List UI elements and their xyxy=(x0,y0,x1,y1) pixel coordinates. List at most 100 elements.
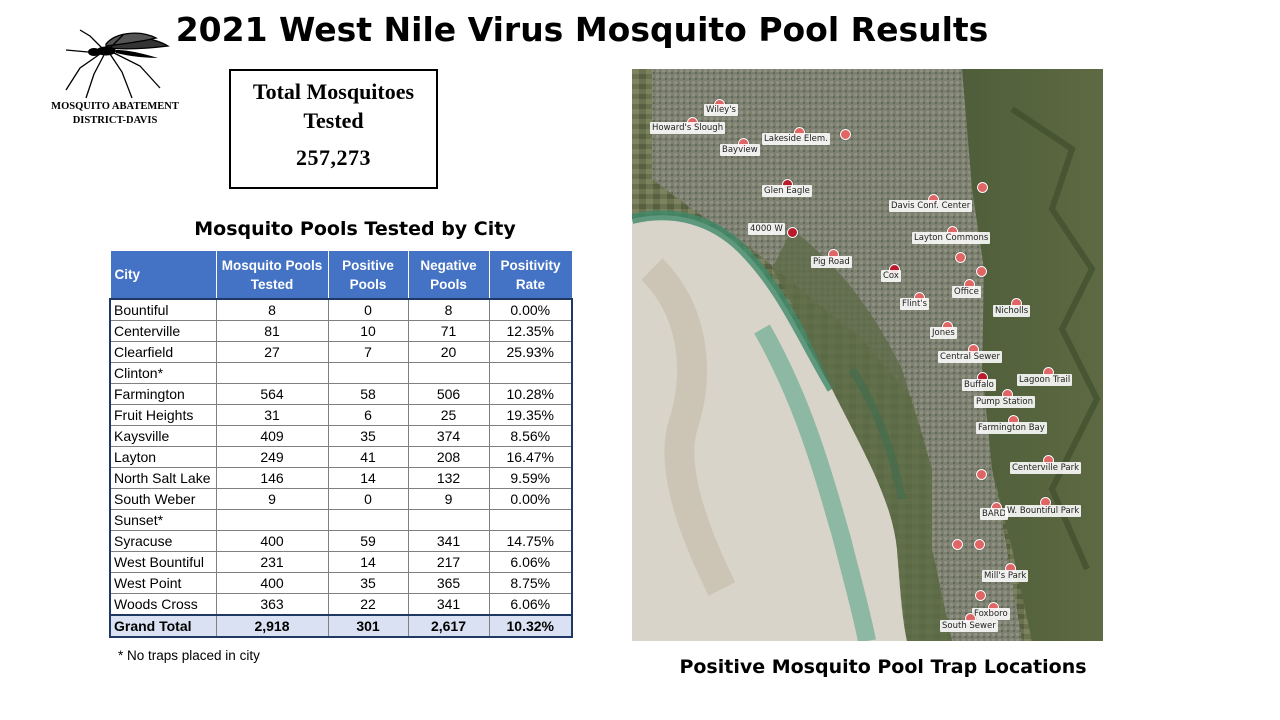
header-negative-pools: Negative Pools xyxy=(407,250,490,300)
trap-location-label: Cox xyxy=(881,270,901,282)
value-cell xyxy=(327,509,409,531)
trap-location-pin xyxy=(955,252,966,263)
trap-location-label: Layton Commons xyxy=(912,232,991,244)
value-cell: 7 xyxy=(327,341,409,363)
value-cell: 6 xyxy=(327,404,409,426)
city-cell: Bountiful xyxy=(109,298,217,321)
page-title: 2021 West Nile Virus Mosquito Pool Resul… xyxy=(175,10,989,49)
table-row: Woods Cross 363 22 341 6.06% xyxy=(109,593,573,616)
value-cell xyxy=(215,509,329,531)
table-title: Mosquito Pools Tested by City xyxy=(194,218,516,240)
trap-location-pin xyxy=(975,590,986,601)
value-cell: 8 xyxy=(215,298,329,321)
value-cell: 35 xyxy=(327,425,409,447)
value-cell: 22 xyxy=(327,593,409,616)
trap-location-pin xyxy=(952,539,963,550)
value-cell: 363 xyxy=(215,593,329,616)
value-cell: 16.47% xyxy=(488,446,573,468)
trap-location-label: W. Bountiful Park xyxy=(1005,505,1082,517)
table-row: Sunset* xyxy=(109,509,573,531)
value-cell: 10.28% xyxy=(488,383,573,405)
trap-location-label: Lagoon Trail xyxy=(1017,374,1073,386)
trap-location-label: 4000 W xyxy=(748,223,785,235)
city-cell: Fruit Heights xyxy=(109,404,217,426)
value-cell: 231 xyxy=(215,551,329,573)
trap-location-pin xyxy=(840,129,851,140)
value-cell: 8 xyxy=(407,298,490,321)
trap-location-label: Flint's xyxy=(900,298,930,310)
city-cell: Sunset* xyxy=(109,509,217,531)
trap-location-pin xyxy=(974,539,985,550)
trap-location-map: Wiley's Howard's Slough Lakeside Elem. Bayv… xyxy=(632,69,1103,641)
value-cell: 0.00% xyxy=(488,488,573,510)
total-value-cell: 2,617 xyxy=(407,614,490,638)
trap-location-pin xyxy=(976,266,987,277)
city-cell: Centerville xyxy=(109,320,217,342)
district-logo: MOSQUITO ABATEMENT DISTRICT-DAVIS xyxy=(40,28,190,138)
total-value: 257,273 xyxy=(296,145,371,170)
table-row: Syracuse 400 59 341 14.75% xyxy=(109,530,573,552)
mosquito-icon xyxy=(65,29,170,99)
table-row: West Bountiful 231 14 217 6.06% xyxy=(109,551,573,573)
total-value-cell: 301 xyxy=(327,614,409,638)
value-cell: 58 xyxy=(327,383,409,405)
city-cell: South Weber xyxy=(109,488,217,510)
total-label-cell: Grand Total xyxy=(109,614,217,638)
header-positivity-rate: Positivity Rate xyxy=(488,250,573,300)
value-cell xyxy=(407,362,490,384)
trap-location-label: Glen Eagle xyxy=(762,185,812,197)
value-cell xyxy=(215,362,329,384)
city-cell: Kaysville xyxy=(109,425,217,447)
table-header-row: City Mosquito Pools Tested Positive Pool… xyxy=(109,250,573,300)
value-cell: 365 xyxy=(407,572,490,594)
trap-location-pin xyxy=(977,182,988,193)
trap-location-label: Farmington Bay xyxy=(976,422,1047,434)
trap-location-label: Centerville Park xyxy=(1010,462,1082,474)
city-cell: Woods Cross xyxy=(109,593,217,616)
grand-total-row: Grand Total 2,918 301 2,617 10.32% xyxy=(109,614,573,638)
city-cell: Syracuse xyxy=(109,530,217,552)
table-row: Bountiful 8 0 8 0.00% xyxy=(109,298,573,321)
city-results-table: City Mosquito Pools Tested Positive Pool… xyxy=(109,250,573,638)
city-cell: Clinton* xyxy=(109,362,217,384)
value-cell: 20 xyxy=(407,341,490,363)
value-cell: 132 xyxy=(407,467,490,489)
map-caption: Positive Mosquito Pool Trap Locations xyxy=(679,656,1087,678)
trap-location-label: Nicholls xyxy=(993,305,1031,317)
value-cell: 71 xyxy=(407,320,490,342)
trap-location-label: BARD xyxy=(980,508,1009,520)
value-cell: 25 xyxy=(407,404,490,426)
trap-location-label: Central Sewer xyxy=(938,351,1002,363)
trap-location-label: Bayview xyxy=(720,144,760,156)
city-cell: Clearfield xyxy=(109,341,217,363)
value-cell xyxy=(488,362,573,384)
value-cell: 400 xyxy=(215,572,329,594)
value-cell: 564 xyxy=(215,383,329,405)
trap-location-label: Foxboro xyxy=(972,608,1010,620)
trap-location-label: Lakeside Elem. xyxy=(762,133,830,145)
value-cell: 409 xyxy=(215,425,329,447)
city-cell: Layton xyxy=(109,446,217,468)
header-pools-tested: Mosquito Pools Tested xyxy=(215,250,329,300)
footnote: * No traps placed in city xyxy=(118,648,260,663)
trap-location-label: Wiley's xyxy=(704,104,738,116)
value-cell: 27 xyxy=(215,341,329,363)
value-cell: 208 xyxy=(407,446,490,468)
table-row: Clinton* xyxy=(109,362,573,384)
value-cell: 217 xyxy=(407,551,490,573)
table-row: Kaysville 409 35 374 8.56% xyxy=(109,425,573,447)
city-cell: West Bountiful xyxy=(109,551,217,573)
city-cell: North Salt Lake xyxy=(109,467,217,489)
value-cell: 400 xyxy=(215,530,329,552)
total-value-cell: 2,918 xyxy=(215,614,329,638)
header-city: City xyxy=(109,250,217,300)
value-cell: 9 xyxy=(215,488,329,510)
table-row: South Weber 9 0 9 0.00% xyxy=(109,488,573,510)
table-row: Fruit Heights 31 6 25 19.35% xyxy=(109,404,573,426)
value-cell: 14 xyxy=(327,551,409,573)
table-row: West Point 400 35 365 8.75% xyxy=(109,572,573,594)
value-cell: 25.93% xyxy=(488,341,573,363)
table-row: Layton 249 41 208 16.47% xyxy=(109,446,573,468)
value-cell xyxy=(488,509,573,531)
total-label-line1: Total Mosquitoes xyxy=(252,79,415,104)
